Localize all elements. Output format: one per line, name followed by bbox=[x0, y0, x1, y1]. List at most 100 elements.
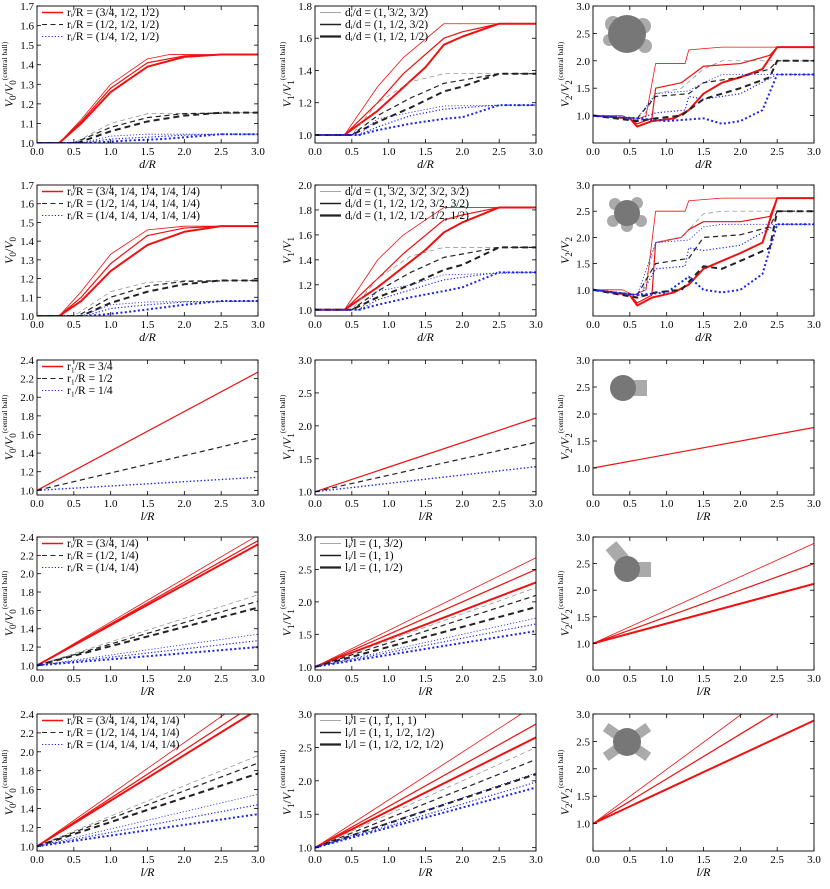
y-label-main: V bbox=[2, 627, 16, 636]
y-label-slash: / bbox=[280, 444, 294, 448]
series-red-thin bbox=[593, 714, 743, 824]
y-label-main: V bbox=[280, 806, 294, 815]
x-tick-label: 0.5 bbox=[345, 498, 359, 510]
x-axis-label: l/R bbox=[697, 684, 712, 698]
y-label-super: (central ball) bbox=[278, 570, 287, 609]
y-tick-label: 1.3 bbox=[20, 255, 34, 267]
x-tick-label: 0.0 bbox=[30, 673, 44, 685]
y-label-denom: V bbox=[2, 436, 16, 445]
y-label-denom-sub: 0 bbox=[8, 236, 18, 241]
x-tick-label: 2.0 bbox=[177, 854, 191, 866]
y-axis-label: V2/V2(central ball) bbox=[556, 749, 574, 815]
x-axis-label: l/R bbox=[141, 865, 156, 879]
series-group bbox=[315, 557, 536, 668]
x-tick-label: 3.0 bbox=[807, 319, 821, 331]
y-tick-label: 1.7 bbox=[20, 180, 34, 192]
y-label-main: V bbox=[558, 451, 572, 460]
legend-label: lᵢ/l = (1, 1, 1/2, 1/2) bbox=[345, 727, 435, 739]
series-red-thick bbox=[315, 581, 536, 668]
y-label-sub: 0 bbox=[8, 448, 18, 453]
y-tick-label: 3.0 bbox=[576, 180, 590, 192]
legend-label: rᵢ/R = (3/4, 1/4, 1/4, 1/4) bbox=[67, 715, 180, 727]
y-label-slash: / bbox=[558, 444, 572, 448]
legend-label: lᵢ/l = (1, 1) bbox=[345, 550, 394, 562]
series-gray bbox=[315, 247, 536, 311]
y-label-sub: 2 bbox=[564, 448, 574, 453]
y-tick-label: 2.5 bbox=[576, 736, 590, 748]
y-label-main: V bbox=[2, 98, 16, 107]
legend-label: rᵢ/R = (1/4, 1/4, 1/4, 1/4) bbox=[67, 739, 180, 751]
x-axis-label: d/R bbox=[139, 330, 156, 344]
x-tick-label: 2.5 bbox=[214, 319, 228, 331]
y-label-denom: V bbox=[558, 612, 572, 621]
x-tick-label: 1.5 bbox=[697, 319, 711, 331]
y-axis-label: V0/V0(central ball) bbox=[0, 41, 18, 107]
series-black-thick bbox=[37, 111, 258, 143]
x-tick-label: 1.5 bbox=[419, 319, 433, 331]
y-label-sub: 1 bbox=[286, 252, 296, 257]
series-blue-mid bbox=[37, 300, 258, 316]
y-tick-label: 2.0 bbox=[576, 232, 590, 244]
series-red-mid bbox=[593, 714, 774, 825]
panel-r3c3: 0.0 0.5 1.0 1.5 2.0 2.5 3.0 1.0 1.5 2.0 2.5 3.0 l/R V… bbox=[556, 355, 821, 523]
x-tick-label: 0.5 bbox=[67, 498, 81, 510]
x-tick-label: 2.5 bbox=[492, 498, 506, 510]
y-tick-label: 2.0 bbox=[576, 409, 590, 421]
x-tick-label: 0.5 bbox=[623, 854, 637, 866]
y-label-main: V bbox=[280, 255, 294, 264]
x-tick-label: 0.0 bbox=[586, 673, 600, 685]
x-tick-label: 2.5 bbox=[214, 146, 228, 158]
panel-r3c2: 0.0 0.5 1.0 1.5 2.0 2.5 3.0 1.0 1.5 2.0 2.5 3.0 l/R V… bbox=[278, 355, 543, 523]
y-label-denom-sub: 1 bbox=[286, 80, 296, 85]
y-label-denom: V bbox=[558, 791, 572, 800]
x-axis-label: l/R bbox=[419, 865, 434, 879]
y-tick-label: 1.7 bbox=[20, 1, 34, 13]
series-black-mid bbox=[593, 210, 814, 296]
x-tick-label: 1.5 bbox=[419, 673, 433, 685]
x-axis-label: d/R bbox=[695, 330, 712, 344]
y-label-super: (central ball) bbox=[556, 570, 565, 609]
series-blue-mid bbox=[593, 223, 814, 296]
y-tick-label: 1.5 bbox=[298, 454, 312, 466]
series-group bbox=[593, 426, 814, 469]
x-tick-label: 1.0 bbox=[382, 854, 396, 866]
x-tick-label: 2.5 bbox=[492, 854, 506, 866]
y-tick-label: 1.5 bbox=[576, 791, 590, 803]
y-tick-label: 1.1 bbox=[20, 292, 34, 304]
y-label-sub: 2 bbox=[564, 252, 574, 257]
x-tick-label: 2.5 bbox=[214, 498, 228, 510]
y-label-slash: / bbox=[2, 444, 16, 448]
y-tick-label: 3.0 bbox=[298, 355, 312, 367]
y-tick-label: 3.0 bbox=[298, 532, 312, 544]
x-tick-label: 0.5 bbox=[67, 319, 81, 331]
x-tick-label: 1.0 bbox=[660, 854, 674, 866]
y-label-denom-sub: 0 bbox=[8, 80, 18, 85]
y-tick-label: 1.4 bbox=[20, 60, 34, 72]
y-label-slash: / bbox=[280, 620, 294, 624]
y-tick-label: 3.0 bbox=[576, 355, 590, 367]
y-label-denom-sub: 2 bbox=[564, 80, 574, 85]
series-red-thick bbox=[37, 714, 252, 848]
series-group bbox=[593, 714, 814, 825]
y-tick-label: 1.0 bbox=[298, 487, 312, 499]
y-axis-label: V2/V2(central ball) bbox=[556, 570, 574, 636]
legend-label: r₁/R = 1/2 bbox=[67, 373, 113, 385]
series-red-thick bbox=[315, 206, 536, 311]
y-tick-label: 2.0 bbox=[576, 56, 590, 68]
series-red-mid bbox=[593, 563, 814, 644]
x-axis-label: l/R bbox=[419, 509, 434, 523]
x-tick-label: 2.0 bbox=[733, 146, 747, 158]
series-group bbox=[315, 206, 536, 311]
x-tick-label: 2.5 bbox=[770, 854, 784, 866]
y-tick-label: 2.5 bbox=[576, 382, 590, 394]
y-label-denom-sub: 1 bbox=[286, 788, 296, 793]
y-label-slash: / bbox=[2, 91, 16, 95]
y-tick-label: 1.0 bbox=[576, 111, 590, 123]
central-ball bbox=[614, 200, 640, 226]
series-red-thin bbox=[37, 225, 258, 316]
y-tick-label: 1.0 bbox=[20, 660, 34, 672]
series-group bbox=[315, 417, 536, 493]
legend-label: rᵢ/R = (3/4, 1/4) bbox=[67, 538, 139, 550]
x-axis-label: d/R bbox=[417, 157, 434, 171]
y-tick-label: 1.8 bbox=[298, 1, 312, 13]
